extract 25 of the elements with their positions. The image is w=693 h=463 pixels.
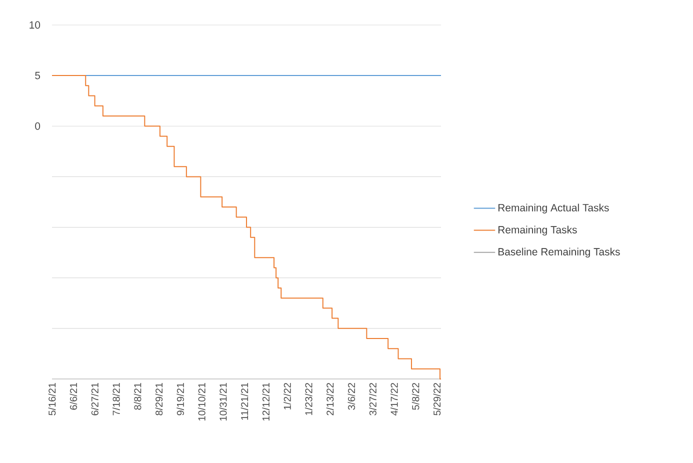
x-tick-label: 1/2/22 xyxy=(284,383,291,410)
y-tick-label: 0 xyxy=(35,122,40,130)
x-tick-label: 5/16/21 xyxy=(48,382,56,416)
x-tick-label: 4/17/22 xyxy=(390,383,398,416)
legend-label: Remaining Actual Tasks xyxy=(498,204,609,214)
x-tick-label: 12/12/21 xyxy=(262,382,270,421)
x-tick-label: 9/19/21 xyxy=(176,382,184,416)
x-tick-label: 10/10/21 xyxy=(198,382,206,421)
x-tick-label: 3/6/22 xyxy=(348,383,356,410)
legend-label: Remaining Tasks xyxy=(498,226,577,236)
x-tick-label: 7/18/21 xyxy=(112,382,120,416)
y-tick-label: 10 xyxy=(30,21,40,29)
x-tick-label: 6/6/21 xyxy=(70,382,78,410)
x-tick-label: 5/8/22 xyxy=(412,383,420,410)
x-tick-label: 8/8/21 xyxy=(134,382,142,410)
x-tick-label: 10/31/21 xyxy=(219,382,227,421)
x-tick-label: 2/13/22 xyxy=(326,383,334,416)
x-tick-label: 1/23/22 xyxy=(304,383,312,415)
x-tick-label: 6/27/21 xyxy=(91,382,98,416)
legend-label: Baseline Remaining Tasks xyxy=(498,248,620,258)
y-tick-label: 5 xyxy=(35,72,40,80)
x-tick-label: 8/29/21 xyxy=(155,382,163,416)
x-tick-label: 5/29/22 xyxy=(433,383,441,416)
x-tick-label: 11/21/21 xyxy=(240,382,248,420)
x-tick-label: 3/27/22 xyxy=(369,383,376,416)
